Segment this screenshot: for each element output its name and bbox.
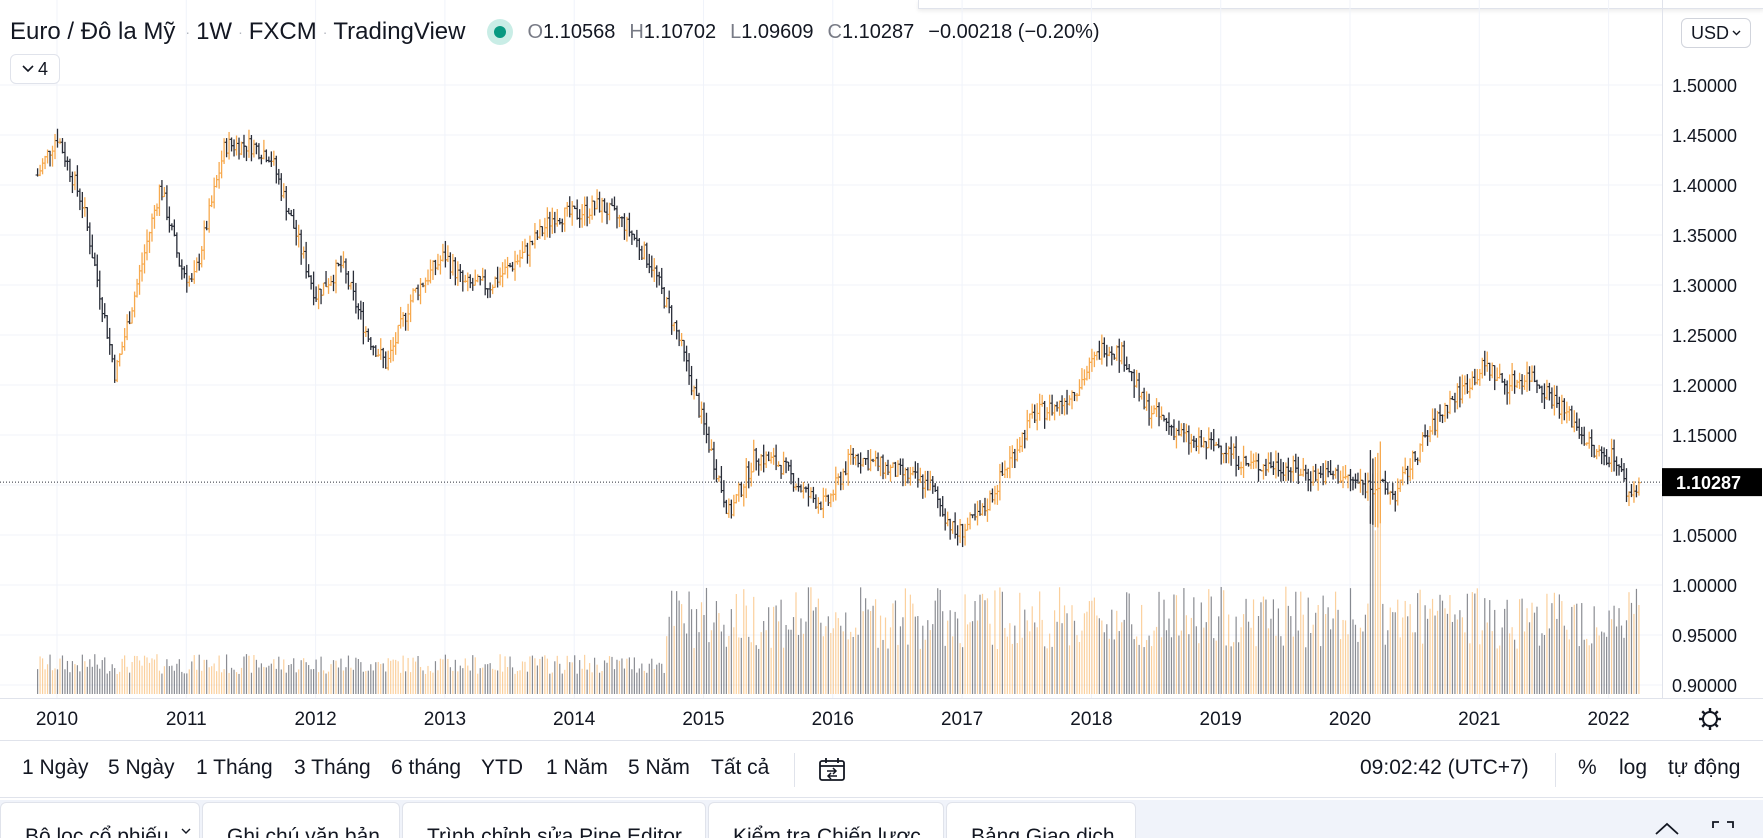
price-tick-label: 0.90000: [1672, 676, 1737, 696]
date-range-icon[interactable]: [818, 757, 846, 783]
range-6m[interactable]: 6 tháng: [391, 756, 462, 779]
time-tick-label: 2011: [166, 709, 207, 730]
price-chart[interactable]: 1.50000 1.45000 1.40000 1.35000 1.30000 1.250…: [0, 0, 1763, 740]
time-tick-label: 2021: [1458, 709, 1500, 730]
chevron-down-icon: [1732, 30, 1741, 36]
exchange-label: FXCM: [248, 18, 317, 45]
toolbar-divider: [794, 753, 795, 787]
legend-separator: ·: [185, 24, 191, 40]
change-value: −0.00218 (−0.20%): [928, 20, 1100, 43]
range-all[interactable]: Tất cả: [711, 756, 770, 779]
price-tick-label: 0.95000: [1672, 626, 1737, 646]
range-5d[interactable]: 5 Ngày: [108, 756, 175, 779]
time-tick-label: 2018: [1070, 709, 1112, 730]
last-price-label: 1.10287: [1676, 473, 1741, 493]
low-value: 1.09609: [741, 20, 814, 43]
log-toggle[interactable]: log: [1619, 756, 1648, 779]
price-tick-label: 1.15000: [1672, 426, 1737, 446]
high-value: 1.10702: [643, 20, 717, 43]
tab-label: Bộ lọc cổ phiếu: [25, 825, 169, 838]
range-1m[interactable]: 1 Tháng: [196, 756, 273, 779]
tab-label: Trình chỉnh sửa Pine Editor: [427, 825, 682, 838]
close-value: 1.10287: [841, 20, 915, 43]
chart-legend: Euro / Đô la Mỹ · 1W · FXCM · TradingVie…: [10, 14, 1100, 50]
time-tick-label: 2014: [553, 709, 596, 730]
time-tick-label: 2013: [424, 709, 466, 730]
market-status-icon[interactable]: [487, 19, 514, 45]
clock[interactable]: 09:02:42 (UTC+7): [1360, 756, 1529, 779]
symbol-name[interactable]: Euro / Đô la Mỹ: [10, 18, 176, 45]
range-5y[interactable]: 5 Năm: [628, 756, 690, 779]
price-tick-label: 1.35000: [1672, 226, 1737, 246]
open-value: 1.10568: [543, 20, 616, 43]
percent-toggle[interactable]: %: [1578, 756, 1597, 779]
price-tick-label: 1.00000: [1672, 576, 1737, 596]
tab-label: Kiểm tra Chiến lược: [733, 825, 921, 838]
price-tick-label: 1.50000: [1672, 76, 1737, 96]
time-tick-label: 2016: [812, 709, 854, 730]
indicator-collapse-button[interactable]: 4: [10, 54, 60, 84]
ohlc-values: O1.10568 H1.10702 L1.09609 C1.10287 −0.0…: [527, 21, 1099, 44]
chevron-down-icon[interactable]: [181, 828, 191, 835]
tab-pine-editor[interactable]: Trình chỉnh sửa Pine Editor: [402, 802, 706, 838]
maximize-icon[interactable]: [1708, 818, 1738, 838]
time-tick-label: 2019: [1200, 709, 1242, 730]
toolbar-divider: [1555, 753, 1556, 787]
time-tick-label: 2010: [36, 709, 78, 730]
last-price-badge: [1662, 468, 1762, 497]
price-tick-label: 1.45000: [1672, 126, 1737, 146]
close-key: C: [827, 20, 842, 43]
tab-label: Bảng Giao dịch: [971, 825, 1115, 838]
currency-label: USD: [1690, 22, 1729, 43]
currency-selector[interactable]: USD: [1681, 18, 1751, 48]
time-tick-label: 2017: [941, 709, 983, 730]
interval-label[interactable]: 1W: [196, 18, 233, 45]
price-tick-label: 1.20000: [1672, 376, 1737, 396]
auto-scale-toggle[interactable]: tự động: [1668, 756, 1741, 779]
time-tick-label: 2022: [1587, 709, 1629, 730]
range-3m[interactable]: 3 Tháng: [294, 756, 371, 779]
chevron-up-icon[interactable]: [1652, 818, 1682, 838]
indicator-count: 4: [37, 58, 48, 79]
bottom-tabs: Bộ lọc cổ phiếu Ghi chú văn bản Trình ch…: [0, 800, 1763, 838]
time-tick-label: 2012: [294, 709, 336, 730]
tab-strategy-tester[interactable]: Kiểm tra Chiến lược: [708, 802, 944, 838]
legend-separator: ·: [238, 24, 243, 40]
price-tick-label: 1.30000: [1672, 276, 1737, 296]
price-tick-label: 1.40000: [1672, 176, 1737, 196]
tab-trading-panel[interactable]: Bảng Giao dịch: [946, 802, 1136, 838]
price-tick-label: 1.05000: [1672, 526, 1737, 546]
tab-label: Ghi chú văn bản: [227, 825, 380, 838]
low-key: L: [730, 20, 742, 43]
chevron-down-icon: [22, 65, 34, 73]
range-1d[interactable]: 1 Ngày: [22, 756, 89, 779]
gear-icon[interactable]: [1699, 708, 1721, 730]
tab-text-notes[interactable]: Ghi chú văn bản: [202, 802, 400, 838]
range-ytd[interactable]: YTD: [481, 756, 523, 779]
range-1y[interactable]: 1 Năm: [546, 756, 608, 779]
time-tick-label: 2020: [1329, 709, 1371, 730]
high-key: H: [629, 20, 644, 43]
source-label: TradingView: [333, 18, 466, 45]
open-key: O: [527, 20, 544, 43]
overlay-panel-edge: [918, 0, 1763, 9]
legend-separator: ·: [322, 24, 328, 40]
price-tick-label: 1.25000: [1672, 326, 1737, 346]
tab-stock-screener[interactable]: Bộ lọc cổ phiếu: [0, 802, 200, 838]
time-tick-label: 2015: [682, 709, 724, 730]
bottom-toolbar: 1 Ngày 5 Ngày 1 Tháng 3 Tháng 6 tháng YT…: [0, 740, 1763, 798]
